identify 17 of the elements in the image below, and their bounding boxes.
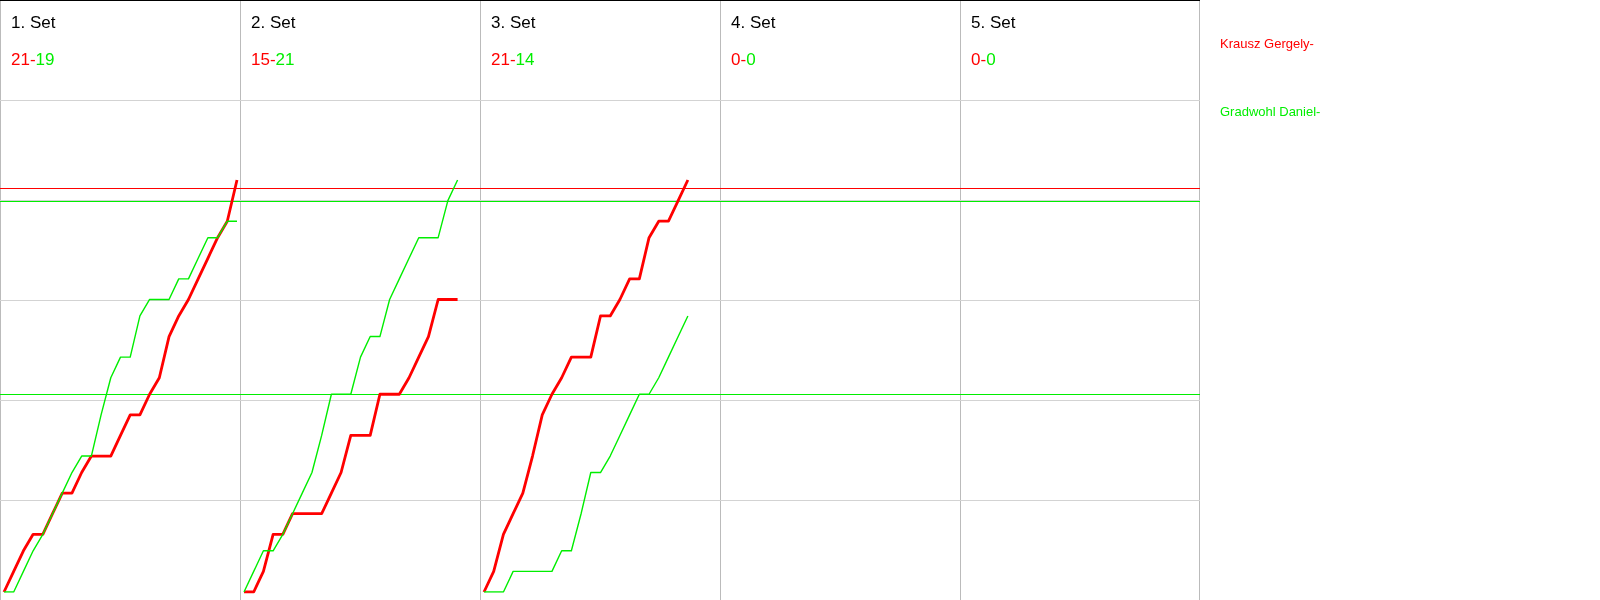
chart-title: 3. Set <box>491 13 536 33</box>
text: Krausz Gergely- <box>1220 36 1314 51</box>
text: 21- <box>491 50 516 69</box>
text: 14 <box>515 50 535 69</box>
text: 5. Set <box>971 13 1016 33</box>
text: 19 <box>35 50 55 69</box>
text: 0- <box>971 50 987 69</box>
text: 0 <box>986 50 996 69</box>
text: 21 <box>275 50 295 69</box>
text: 21- <box>11 50 36 69</box>
text: 15- <box>251 50 276 69</box>
text: 0 <box>746 50 756 69</box>
text: 4. Set <box>731 13 776 33</box>
text: 0- <box>731 50 747 69</box>
text: Gradwohl Daniel- <box>1220 104 1321 119</box>
chart-title: 1. Set <box>11 13 56 33</box>
chart-title: 2. Set <box>251 13 296 33</box>
